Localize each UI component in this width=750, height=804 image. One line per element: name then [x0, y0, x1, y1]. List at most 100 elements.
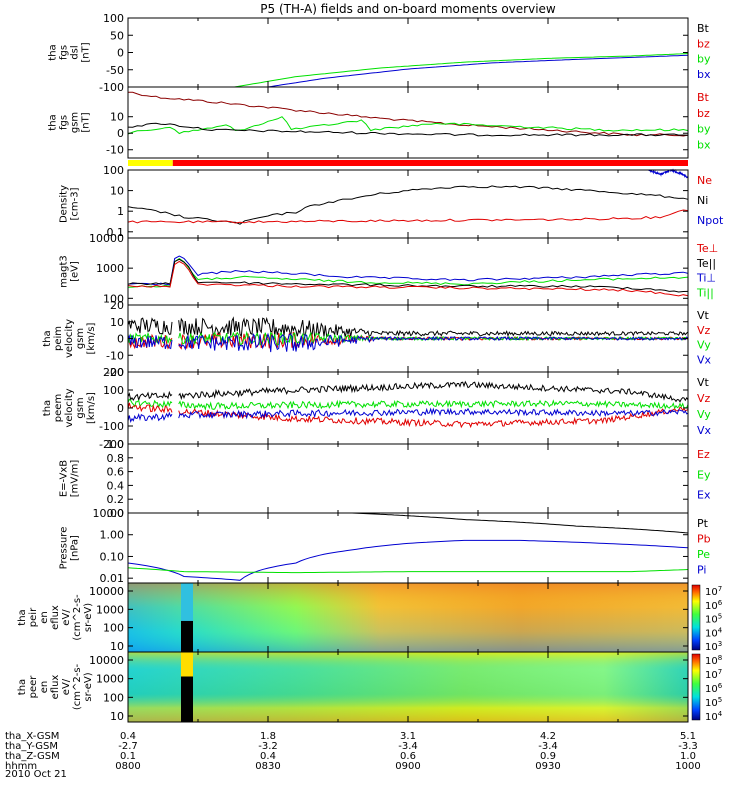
- series-Ne-line: [127, 209, 689, 224]
- ylabel: peem: [53, 394, 64, 422]
- ylabel: Density: [59, 185, 70, 223]
- series-by-line: [127, 116, 689, 135]
- ylabel: peer: [28, 675, 39, 699]
- ytick-label: 10000: [89, 232, 124, 245]
- footer-value: 0.4: [260, 751, 276, 762]
- footer-value: 0.9: [540, 751, 556, 762]
- legend-by: by: [697, 123, 711, 136]
- footer-value: 4.2: [540, 731, 556, 742]
- panel-frame: [127, 86, 689, 159]
- ytick-label: 10: [110, 316, 124, 329]
- legend-bx: bx: [697, 68, 711, 81]
- footer-value: -3.3: [678, 741, 698, 752]
- panel-frame: [127, 443, 689, 514]
- ylabel: [mV/m]: [70, 460, 81, 498]
- panel-temperature: [127, 237, 689, 306]
- colorbar-label: 105: [705, 613, 722, 626]
- ylabel: [nT]: [81, 112, 92, 132]
- footer-value: 0900: [395, 761, 420, 772]
- ytick-label: 0: [117, 333, 124, 346]
- footer-date: 2010 Oct 21: [5, 769, 67, 780]
- series-Pt-line: [351, 512, 689, 534]
- colorbar-label: 106: [705, 682, 723, 695]
- legend-Vt: Vt: [697, 309, 710, 322]
- footer-value: 0830: [255, 761, 280, 772]
- ylabel: fgs: [59, 115, 70, 130]
- ytick-label: 0.2: [107, 493, 125, 506]
- panel-density: [127, 168, 689, 239]
- legend-Ni: Ni: [697, 194, 708, 207]
- ytick-label: -50: [106, 64, 124, 77]
- ylabel: tha: [17, 679, 28, 695]
- ytick-label: 0: [117, 402, 124, 415]
- series-Te-line: [127, 258, 689, 293]
- ylabel: peir: [28, 607, 39, 627]
- ylabel: [eV]: [70, 261, 81, 282]
- panel-frame: [127, 169, 689, 239]
- ytick-label: -20: [106, 366, 124, 379]
- legend-Ey: Ey: [697, 468, 711, 481]
- ytick-label: 0.0: [107, 507, 125, 520]
- footer-value: 0.4: [120, 731, 136, 742]
- legend-Vz: Vz: [697, 324, 711, 337]
- legend-Npot: Npot: [697, 214, 724, 227]
- ylabel: gsm: [75, 397, 86, 418]
- flag-bar: [128, 160, 173, 166]
- series-Ni-line: [127, 185, 689, 225]
- ylabel: velocity: [64, 319, 75, 358]
- ytick-label: 0.4: [107, 479, 125, 492]
- ylabel: sr-eV): [83, 603, 94, 632]
- ylabel: (cm^2-s-: [72, 594, 83, 641]
- ylabel: [km/s]: [86, 322, 97, 354]
- panel-frame: [127, 17, 689, 88]
- series-Vt-line: [127, 380, 689, 403]
- footer-value: 1000: [675, 761, 700, 772]
- footer-value: 0930: [535, 761, 560, 772]
- ylabel: tha: [48, 44, 59, 60]
- legend-Vz: Vz: [697, 392, 711, 405]
- ytick-label: 100: [103, 12, 124, 25]
- series-bx-line: [267, 54, 689, 88]
- colorbar-label: 104: [705, 626, 723, 639]
- ylabel: velocity: [64, 388, 75, 427]
- series-bx-line: [127, 122, 689, 137]
- colorbar: [691, 584, 701, 651]
- ylabel: E=-VxB: [59, 460, 70, 497]
- panel-peem-velocity: [127, 371, 689, 445]
- spectrogram-shading: [128, 583, 688, 652]
- ytick-label: 10000: [89, 585, 124, 598]
- series-Pe-line: [127, 567, 689, 574]
- ytick-label: 1: [117, 205, 124, 218]
- ylabel: dsl: [70, 45, 81, 59]
- footer-row-label: tha_Z-GSM: [5, 751, 60, 762]
- ylabel: tha: [17, 609, 28, 625]
- legend-Vy: Vy: [697, 339, 711, 352]
- ytick-label: -100: [99, 81, 124, 94]
- series-Pi-line: [127, 539, 689, 581]
- ytick-label: 1000: [96, 603, 124, 616]
- footer-value: 1.8: [260, 731, 276, 742]
- legend-bz: bz: [697, 107, 710, 120]
- ytick-label: 0.8: [107, 452, 125, 465]
- colorbar-label: 107: [705, 668, 722, 681]
- ytick-label: -200: [99, 438, 124, 451]
- ytick-label: 10: [110, 710, 124, 723]
- colorbar-label: 108: [705, 654, 722, 667]
- legend-Vx: Vx: [697, 424, 712, 437]
- series-Bt-line: [128, 91, 689, 137]
- legend-Ez: Ez: [697, 448, 710, 461]
- legend-Pt: Pt: [697, 517, 709, 530]
- ytick-label: 0.01: [100, 572, 125, 585]
- colorbar-label: 106: [705, 599, 723, 612]
- footer-row-label: hhmm: [5, 761, 37, 772]
- legend-bx: bx: [697, 138, 711, 151]
- legend-Pi: Pi: [697, 564, 706, 577]
- ytick-label: 100: [103, 622, 124, 635]
- ylabel: eflux: [50, 605, 61, 630]
- ylabel: [km/s]: [86, 392, 97, 424]
- ytick-label: 0.10: [100, 550, 125, 563]
- ylabel: sr-eV): [83, 672, 94, 701]
- colorbar-label: 103: [705, 640, 722, 653]
